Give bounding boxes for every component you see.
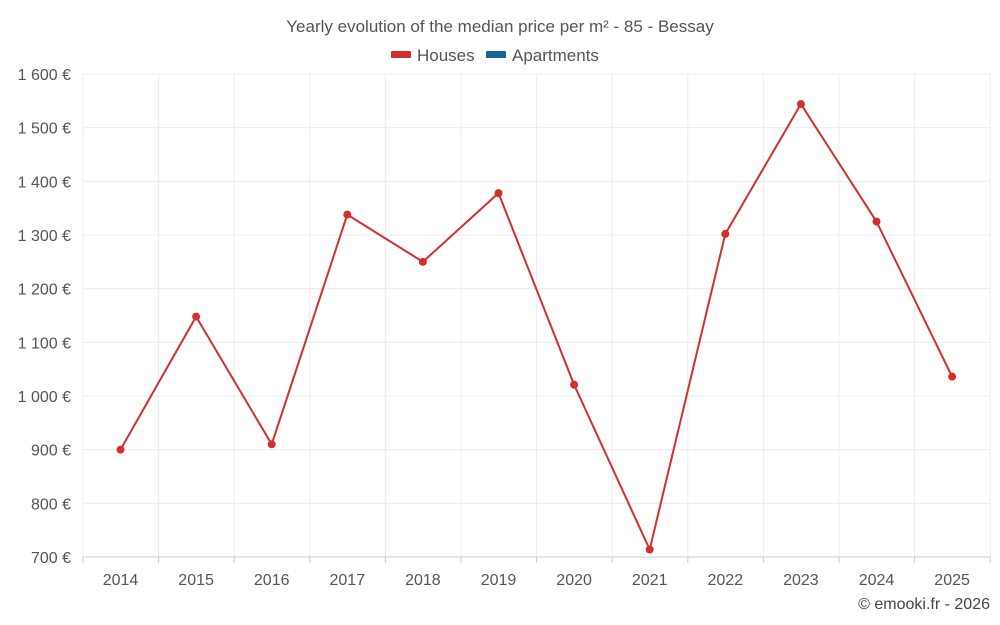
legend-item-houses[interactable]: Houses	[391, 46, 475, 65]
y-tick-label: 1 100 €	[18, 335, 71, 352]
y-tick-label: 800 €	[31, 496, 71, 513]
x-tick-label: 2018	[405, 572, 441, 589]
chart-title: Yearly evolution of the median price per…	[286, 17, 714, 36]
data-point-houses[interactable]	[948, 372, 957, 381]
data-point-houses[interactable]	[796, 100, 805, 109]
data-point-houses[interactable]	[872, 217, 881, 226]
data-point-houses[interactable]	[192, 312, 201, 321]
y-tick-label: 700 €	[31, 550, 71, 567]
data-point-houses[interactable]	[721, 229, 730, 238]
credit-text: © emooki.fr - 2026	[858, 596, 990, 613]
data-point-houses[interactable]	[570, 380, 579, 389]
legend-swatch-houses	[391, 51, 411, 58]
data-point-houses[interactable]	[645, 545, 654, 554]
data-point-houses[interactable]	[116, 445, 125, 454]
y-tick-label: 900 €	[31, 443, 71, 460]
x-tick-label: 2016	[254, 572, 290, 589]
series-line-houses	[119, 103, 953, 551]
x-tick-label: 2023	[783, 572, 819, 589]
legend-swatch-apartments	[486, 51, 506, 58]
x-tick-label: 2019	[481, 572, 517, 589]
x-tick-label: 2021	[632, 572, 668, 589]
y-axis-labels: 700 € 800 € 900 € 1 000 € 1 100 € 1 200 € 1 30…	[18, 67, 71, 567]
legend: Houses Apartments	[391, 46, 599, 65]
x-tick-label: 2020	[556, 572, 592, 589]
legend-label-apartments: Apartments	[512, 46, 599, 65]
x-tick-label: 2024	[859, 572, 895, 589]
y-tick-label: 1 200 €	[18, 282, 71, 299]
data-point-houses[interactable]	[494, 189, 503, 198]
x-tick-label: 2015	[178, 572, 214, 589]
x-axis-labels: 2014 2015 2016 2017 2018 2019 2020 2021 2022 2023…	[103, 572, 970, 589]
y-tick-label: 1 600 €	[18, 67, 71, 84]
series-houses	[116, 100, 957, 554]
y-tick-label: 1 300 €	[18, 228, 71, 245]
x-tick-label: 2017	[330, 572, 366, 589]
y-tick-label: 1 000 €	[18, 389, 71, 406]
data-point-houses[interactable]	[343, 210, 352, 219]
x-tick-label: 2022	[708, 572, 744, 589]
x-tick-label: 2025	[934, 572, 970, 589]
legend-item-apartments[interactable]: Apartments	[486, 46, 599, 65]
data-point-houses[interactable]	[267, 440, 276, 449]
x-tick-label: 2014	[103, 572, 139, 589]
legend-label-houses: Houses	[417, 46, 475, 65]
x-axis-ticks	[82, 557, 991, 563]
data-point-houses[interactable]	[418, 257, 427, 266]
x-gridlines	[82, 74, 991, 557]
y-tick-label: 1 500 €	[18, 121, 71, 138]
y-tick-label: 1 400 €	[18, 174, 71, 191]
